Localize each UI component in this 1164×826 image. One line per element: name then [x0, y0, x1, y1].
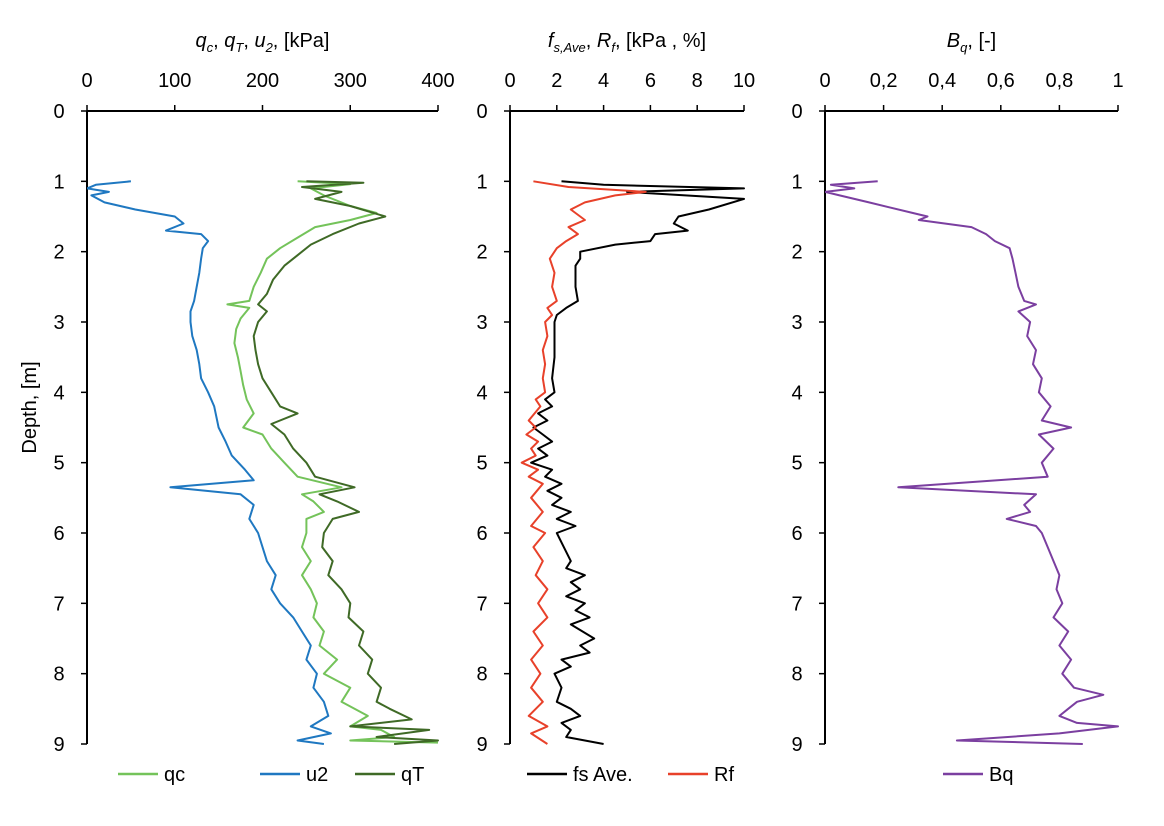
title-part: B: [947, 30, 960, 52]
title-part: , [kPa]: [273, 30, 330, 52]
x-tick-label: 0,6: [987, 70, 1015, 92]
y-tick-label: 7: [476, 593, 487, 615]
title-part: c: [207, 40, 214, 55]
title-part: q: [960, 40, 968, 55]
series-line-bq: [825, 180, 1119, 745]
x-tick-label: 1: [1112, 70, 1123, 92]
y-tick-label: 8: [53, 664, 64, 686]
panel-title: qc, qT, u2, [kPa]: [195, 30, 329, 55]
y-tick-label: 9: [53, 734, 64, 756]
x-tick-label: 4: [598, 70, 609, 92]
legend-label: fs Ave.: [573, 764, 633, 786]
series-line-qt: [252, 180, 439, 745]
y-tick-label: 8: [476, 664, 487, 686]
x-tick-label: 0,4: [928, 70, 956, 92]
y-tick-label: 2: [791, 242, 802, 264]
title-part: f: [548, 30, 556, 52]
series-line-rf: [520, 180, 647, 745]
x-tick-label: 0,2: [870, 70, 898, 92]
legend-label: Bq: [989, 764, 1013, 786]
x-tick-label: 0,8: [1045, 70, 1073, 92]
y-tick-label: 0: [476, 101, 487, 123]
title-part: T: [235, 40, 244, 55]
x-tick-label: 8: [692, 70, 703, 92]
title-part: ,: [243, 30, 254, 52]
x-tick-label: 200: [246, 70, 279, 92]
y-tick-label: 4: [791, 382, 802, 404]
title-part: , [kPa , %]: [615, 30, 706, 52]
x-tick-label: 100: [158, 70, 191, 92]
title-part: R: [597, 30, 611, 52]
panel-title: fs,Ave, Rf, [kPa , %]: [548, 30, 706, 55]
legend-label: u2: [306, 764, 328, 786]
y-tick-label: 4: [476, 382, 487, 404]
title-part: s,Ave: [553, 40, 585, 55]
x-tick-label: 0: [819, 70, 830, 92]
y-tick-label: 6: [791, 523, 802, 545]
y-tick-label: 3: [53, 312, 64, 334]
x-tick-label: 6: [645, 70, 656, 92]
x-tick-label: 400: [421, 70, 454, 92]
y-tick-label: 0: [791, 101, 802, 123]
series-line-qc: [226, 180, 439, 744]
title-part: , [-]: [967, 30, 996, 52]
y-tick-label: 6: [476, 523, 487, 545]
y-tick-label: 6: [53, 523, 64, 545]
series-line-u2: [87, 180, 332, 745]
panel-left: qc, qT, u2, [kPa]0 100 200 300 4000123456789…: [19, 30, 455, 786]
title-part: ,: [213, 30, 224, 52]
x-tick-label: 0: [81, 70, 92, 92]
title-part: f: [611, 40, 616, 55]
panel-middle: fs,Ave, Rf, [kPa , %]0 2 4 6 8 100123456789fs…: [476, 30, 755, 786]
y-tick-label: 0: [53, 101, 64, 123]
y-tick-label: 9: [791, 734, 802, 756]
y-tick-label: 3: [476, 312, 487, 334]
title-part: q: [224, 30, 235, 52]
y-tick-label: 2: [476, 242, 487, 264]
y-tick-label: 9: [476, 734, 487, 756]
y-tick-label: 1: [476, 171, 487, 193]
x-tick-label: 10: [733, 70, 755, 92]
y-tick-label: 7: [791, 593, 802, 615]
x-tick-label: 300: [334, 70, 367, 92]
title-part: ,: [586, 30, 597, 52]
legend-label: qc: [164, 764, 185, 786]
x-tick-label: 2: [551, 70, 562, 92]
legend-label: qT: [401, 764, 424, 786]
y-tick-label: 7: [53, 593, 64, 615]
title-part: 2: [265, 40, 274, 55]
y-tick-label: 8: [791, 664, 802, 686]
y-tick-label: 2: [53, 242, 64, 264]
y-tick-label: 5: [476, 453, 487, 475]
y-tick-label: 5: [53, 453, 64, 475]
series-line-fsave: [530, 180, 745, 745]
title-part: u: [254, 30, 265, 52]
y-tick-label: 4: [53, 382, 64, 404]
y-tick-label: 3: [791, 312, 802, 334]
panel-title: Bq, [-]: [947, 30, 996, 55]
legend-label: Rf: [714, 764, 734, 786]
title-part: q: [195, 30, 206, 52]
y-tick-label: 5: [791, 453, 802, 475]
y-tick-label: 1: [53, 171, 64, 193]
x-tick-label: 0: [504, 70, 515, 92]
y-axis-label: Depth, [m]: [19, 361, 41, 453]
y-tick-label: 1: [791, 171, 802, 193]
